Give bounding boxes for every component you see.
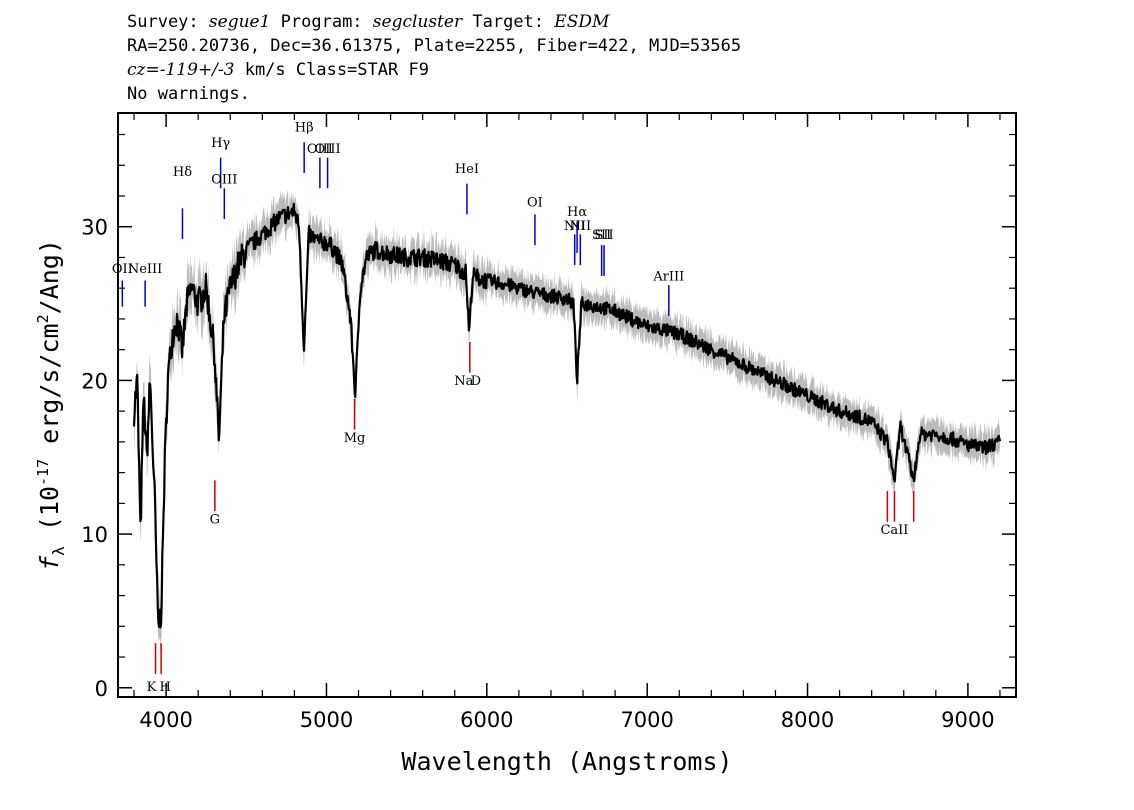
emission-line-label: SII <box>594 228 613 243</box>
y-tick-label: 20 <box>81 369 108 393</box>
emission-line-label: ArIII <box>652 270 684 285</box>
absorption-line-label: Na <box>454 374 473 389</box>
spectral-lines-layer: OIINeIIIHδHγOIIIHβOIIIOIIIHeIOINIIHαNIIS… <box>112 120 915 695</box>
absorption-line-label: H <box>159 680 170 695</box>
emission-line-label: Hδ <box>173 165 192 180</box>
x-axis-label: Wavelength (Angstroms) <box>401 747 732 776</box>
emission-line-label: Hγ <box>211 136 230 151</box>
plot-frame <box>117 112 1017 698</box>
absorption-line-label: D <box>471 374 481 389</box>
y-label-exp2: 2 <box>34 314 52 323</box>
x-tick-label: 5000 <box>300 708 353 732</box>
x-tick-label: 8000 <box>781 708 834 732</box>
absorption-line-label: K <box>147 680 157 695</box>
emission-line-label: Hβ <box>295 120 314 135</box>
header-line-3: cz=-119+/-3 km/s Class=STAR F9 <box>127 58 741 82</box>
absorption-line-label: G <box>210 512 220 527</box>
emission-line-label: OIII <box>307 142 333 157</box>
y-label-exp: -17 <box>34 459 52 486</box>
error-band <box>134 189 1000 652</box>
y-label-open: (10 <box>35 486 64 546</box>
emission-line-label: OIII <box>315 142 341 157</box>
y-tick-label: 0 <box>95 677 108 701</box>
error-band-layer <box>134 189 1000 652</box>
absorption-line-label: Mg <box>344 431 366 446</box>
x-tick-label: 4000 <box>139 708 192 732</box>
target-label: Target: <box>472 12 545 32</box>
survey-value: segue1 <box>208 12 271 32</box>
emission-line-label: Hα <box>567 205 587 220</box>
cz-value: -119+/-3 <box>159 60 235 80</box>
emission-line-label: NeIII <box>128 262 162 277</box>
absorption-line-label: CaII <box>880 523 908 538</box>
y-label-close: /Ang) <box>35 239 64 314</box>
cz-prefix: cz= <box>127 60 160 80</box>
flux-layer <box>132 202 1002 629</box>
target-value: ESDM <box>554 12 610 32</box>
y-axis-label: fλ (10-17 erg/s/cm2/Ang) <box>34 239 68 571</box>
axis-ticks: 4000 5000 6000 7000 8000 9000 0 10 20 30 <box>81 113 1016 732</box>
emission-line-label: NII <box>564 219 586 234</box>
warnings-line: No warnings. <box>127 84 250 104</box>
emission-line-label: OIII <box>211 173 237 188</box>
cz-suffix: km/s Class=STAR F9 <box>234 60 429 80</box>
x-tick-label: 9000 <box>941 708 994 732</box>
emission-line-label: NII <box>569 219 591 234</box>
flux-line <box>132 202 1002 629</box>
x-tick-label: 6000 <box>460 708 513 732</box>
y-tick-label: 30 <box>81 216 108 240</box>
y-label-sub: λ <box>49 546 68 556</box>
x-tick-label: 7000 <box>620 708 673 732</box>
y-tick-label: 10 <box>81 523 108 547</box>
spectrum-header: Survey: segue1 Program: segcluster Targe… <box>127 10 741 106</box>
program-label: Program: <box>280 12 363 32</box>
program-value: segcluster <box>372 12 463 32</box>
emission-line-label: HeI <box>455 162 479 177</box>
header-line-1: Survey: segue1 Program: segcluster Targe… <box>127 10 741 34</box>
header-line-2: RA=250.20736, Dec=36.61375, Plate=2255, … <box>127 36 742 56</box>
y-label-mid: erg/s/cm <box>35 323 64 458</box>
emission-line-label: SII <box>592 228 611 243</box>
emission-line-label: OI <box>527 196 543 211</box>
y-label-f: f <box>35 555 64 571</box>
survey-label: Survey: <box>127 12 199 32</box>
